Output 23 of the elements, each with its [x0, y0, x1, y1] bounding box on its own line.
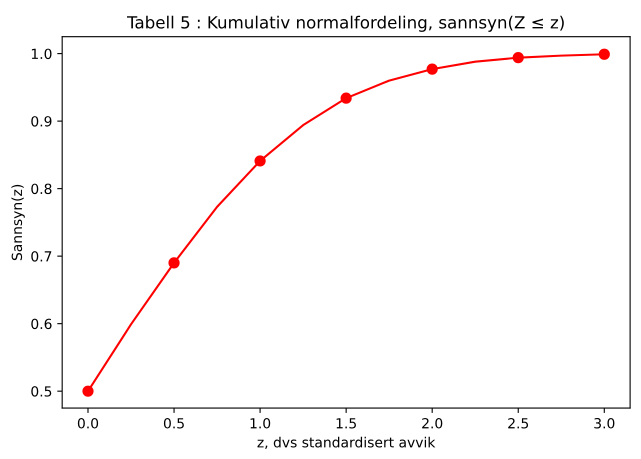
point	[340, 92, 352, 104]
point	[426, 64, 438, 75]
y-tick-label: 0.6	[31, 318, 52, 330]
x-axis-title: z, dvs standardisert avvik	[258, 436, 436, 449]
y-tick-label: 0.5	[31, 386, 52, 397]
x-tick-label: 0.5	[164, 418, 184, 429]
chart-title: Tabell 5 : Kumulativ normalfordeling, sannsyn(Z ≤ z)	[126, 16, 564, 32]
x-tick-label: 0.0	[78, 418, 98, 429]
point	[598, 48, 610, 60]
x-tick-label: 2.5	[508, 418, 528, 429]
y-tick-label: 0.8	[31, 184, 52, 194]
point	[168, 257, 180, 268]
x-tick-label: 1.5	[336, 418, 356, 429]
y-axis-title: Sannsyn(z)	[11, 184, 25, 260]
x-tick-label: 3.0	[594, 418, 614, 429]
y-tick-label: 0.9	[31, 116, 52, 127]
y-tick-label: 0.7	[31, 251, 52, 262]
x-tick-label: 2.0	[422, 418, 442, 429]
x-tick-label: 1.0	[250, 418, 270, 429]
y-tick-label: 1.0	[32, 48, 52, 60]
point	[82, 386, 94, 397]
point	[512, 52, 524, 64]
point	[254, 155, 266, 167]
